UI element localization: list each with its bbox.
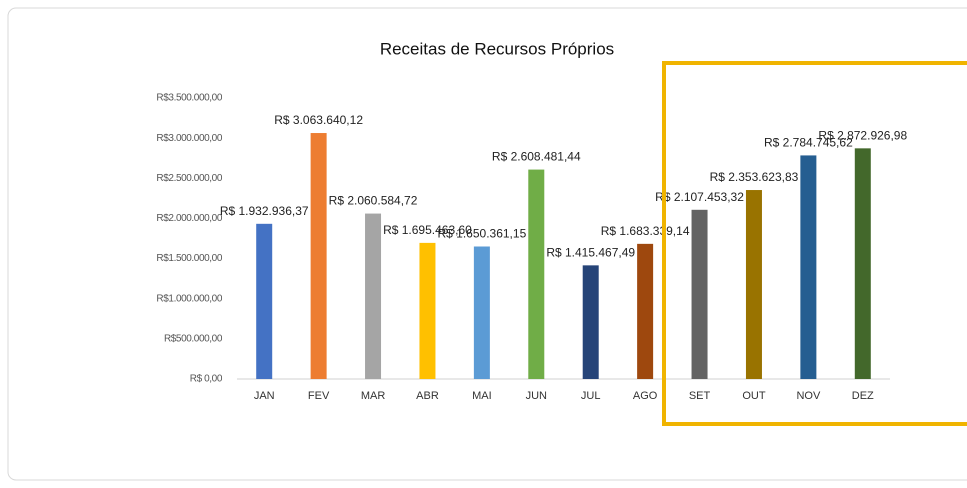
x-tick-label: ABR — [416, 390, 439, 402]
bar — [637, 243, 654, 379]
data-label: R$ 3.063.640,12 — [274, 113, 363, 127]
bar — [691, 209, 708, 379]
data-label: R$ 2.608.481,44 — [492, 150, 581, 164]
y-tick-label: R$1.000.000,00 — [156, 293, 222, 304]
data-label: R$ 2.353.623,83 — [710, 170, 799, 184]
bar — [256, 223, 273, 379]
data-label: R$ 1.650.361,15 — [438, 227, 527, 241]
bar — [473, 246, 490, 379]
bar — [365, 213, 382, 379]
plot: R$ 0,00 R$500.000,00 R$1.000.000,00 R$1.500… — [156, 93, 907, 402]
data-label: R$ 1.695.463,60 — [383, 223, 472, 237]
x-tick-label: JUL — [581, 390, 601, 402]
x-tick-label: AGO — [633, 390, 658, 402]
bar — [310, 133, 327, 379]
bar — [528, 169, 545, 379]
y-tick-label: R$3.500.000,00 — [156, 93, 222, 104]
bar — [800, 155, 817, 379]
y-tick-label: R$2.500.000,00 — [156, 173, 222, 184]
data-label: R$ 1.683.339,14 — [601, 224, 690, 238]
x-tick-label: FEV — [308, 390, 330, 402]
data-label: R$ 1.415.467,49 — [546, 246, 635, 260]
data-label: R$ 2.872.926,98 — [818, 129, 907, 143]
x-tick-label: JAN — [254, 390, 275, 402]
data-label: R$ 2.060.584,72 — [329, 194, 418, 208]
x-tick-label: MAR — [361, 390, 386, 402]
y-tick-label: R$ 0,00 — [190, 374, 223, 385]
x-tick-label: DEZ — [852, 390, 874, 402]
y-tick-label: R$2.000.000,00 — [156, 213, 222, 224]
card — [7, 7, 967, 481]
bar — [582, 265, 599, 379]
y-tick-label: R$1.500.000,00 — [156, 253, 222, 264]
bar — [419, 242, 436, 379]
x-tick-label: OUT — [742, 390, 766, 402]
y-tick-label: R$500.000,00 — [164, 333, 223, 344]
x-tick-label: NOV — [796, 390, 821, 402]
bar — [745, 190, 762, 379]
x-tick-label: JUN — [526, 390, 547, 402]
bar — [854, 148, 871, 379]
data-label: R$ 2.784.745,62 — [764, 136, 853, 150]
y-tick-label: R$3.000.000,00 — [156, 133, 222, 144]
chart-title: Receitas de Recursos Próprios — [380, 39, 614, 58]
x-tick-label: MAI — [472, 390, 492, 402]
data-label: R$ 2.107.453,32 — [655, 190, 744, 204]
highlight-box — [662, 61, 967, 426]
data-label: R$ 1.932.936,37 — [220, 204, 309, 218]
x-tick-label: SET — [689, 390, 711, 402]
